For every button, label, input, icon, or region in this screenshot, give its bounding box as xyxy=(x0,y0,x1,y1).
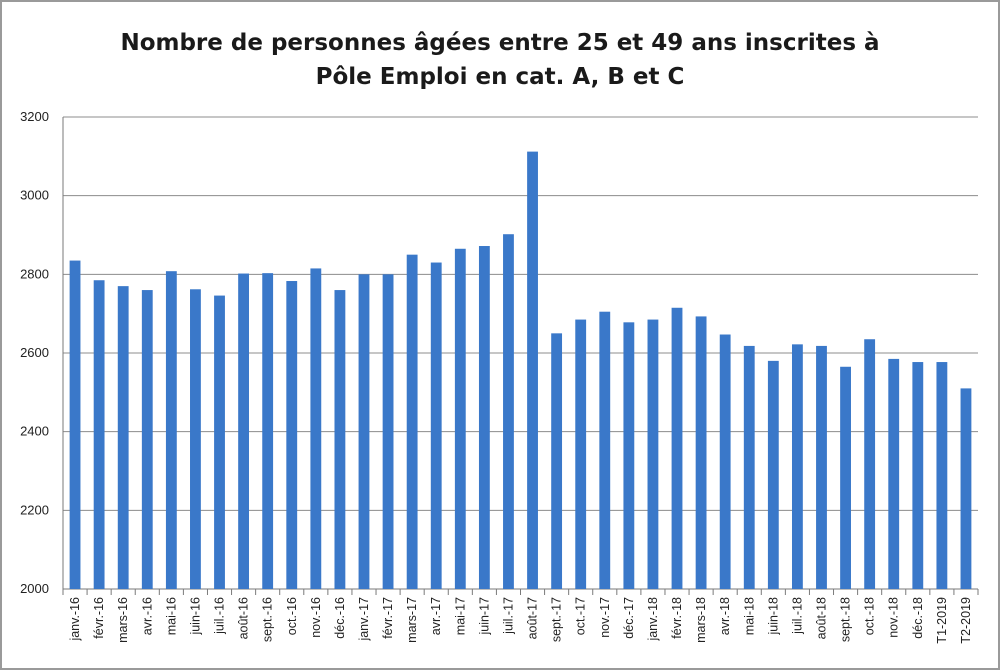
x-tick-label-33: oct.-18 xyxy=(863,597,877,635)
x-tick-label-6: juil.-16 xyxy=(213,597,227,635)
bar-16 xyxy=(454,248,466,589)
x-tick-label-23: déc.-17 xyxy=(622,597,636,639)
bar-26 xyxy=(695,316,707,589)
y-tick-label-2: 2400 xyxy=(20,424,49,439)
bar-36 xyxy=(936,362,948,589)
x-tick-label-17: juin-17 xyxy=(477,597,491,636)
bar-11 xyxy=(334,290,346,589)
x-tick-label-16: mai-17 xyxy=(453,597,467,635)
x-tick-label-24: janv.-18 xyxy=(646,597,660,642)
x-tick-label-37: T2-2019 xyxy=(959,597,973,644)
bar-20 xyxy=(551,333,563,589)
x-tick-label-14: mars-17 xyxy=(405,597,419,643)
x-tick-label-32: sept.-18 xyxy=(839,597,853,642)
x-tick-label-22: nov.-17 xyxy=(598,597,612,638)
bar-30 xyxy=(791,344,803,589)
x-tick-label-8: sept.-16 xyxy=(261,597,275,642)
y-tick-label-4: 2800 xyxy=(20,266,49,281)
bar-14 xyxy=(406,254,418,589)
bar-21 xyxy=(575,319,587,589)
bar-8 xyxy=(262,273,274,589)
x-tick-label-10: nov.-16 xyxy=(309,597,323,638)
x-tick-label-5: juin-16 xyxy=(188,597,202,636)
chart-title-line-1: Nombre de personnes âgées entre 25 et 49… xyxy=(120,30,880,56)
bar-4 xyxy=(165,271,177,589)
x-tick-label-36: T1-2019 xyxy=(935,597,949,644)
bar-13 xyxy=(382,274,394,589)
bar-2 xyxy=(117,286,129,589)
x-tick-label-12: janv.-17 xyxy=(357,597,371,642)
bar-19 xyxy=(527,151,538,589)
x-tick-label-35: déc.-18 xyxy=(911,597,925,639)
bar-9 xyxy=(286,281,298,589)
x-tick-label-2: mars-16 xyxy=(116,597,130,643)
bar-32 xyxy=(840,366,851,589)
bar-23 xyxy=(623,322,635,589)
y-tick-label-6: 3200 xyxy=(20,109,49,124)
bar-31 xyxy=(816,345,827,589)
x-tick-label-1: févr.-16 xyxy=(92,597,106,639)
x-tick-label-30: juil.-18 xyxy=(790,597,804,635)
bar-7 xyxy=(238,273,250,589)
chart-title: Nombre de personnes âgées entre 25 et 49… xyxy=(2,26,998,94)
bar-34 xyxy=(888,358,900,589)
x-tick-label-21: oct.-17 xyxy=(574,597,588,635)
x-tick-label-13: févr.-17 xyxy=(381,597,395,639)
y-tick-label-3: 2600 xyxy=(20,345,49,360)
x-tick-label-15: avr.-17 xyxy=(429,597,443,635)
x-tick-label-28: mai-18 xyxy=(742,597,756,635)
x-tick-label-34: nov.-18 xyxy=(887,597,901,638)
x-tick-label-18: juil.-17 xyxy=(501,597,515,635)
x-tick-label-3: avr.-16 xyxy=(140,597,154,635)
x-tick-label-4: mai-16 xyxy=(164,597,178,635)
bar-15 xyxy=(430,262,442,589)
y-tick-label-1: 2200 xyxy=(20,502,49,517)
x-tick-label-7: août-16 xyxy=(237,597,251,639)
bar-37 xyxy=(960,388,972,589)
bar-10 xyxy=(310,268,322,589)
bar-27 xyxy=(719,334,731,589)
bar-22 xyxy=(599,311,611,589)
x-tick-label-29: juin-18 xyxy=(766,597,780,636)
x-tick-label-0: janv.-16 xyxy=(68,597,82,642)
x-tick-label-11: déc.-16 xyxy=(333,597,347,639)
x-tick-label-25: févr.-18 xyxy=(670,597,684,639)
bar-28 xyxy=(743,345,755,589)
bar-33 xyxy=(864,339,876,589)
chart-title-line-2: Pôle Emploi en cat. A, B et C xyxy=(315,64,685,90)
bar-18 xyxy=(503,234,514,590)
x-tick-label-9: oct.-16 xyxy=(285,597,299,635)
bar-0 xyxy=(69,260,81,589)
bar-24 xyxy=(647,319,659,589)
y-tick-label-5: 3000 xyxy=(20,188,49,203)
bar-29 xyxy=(767,360,779,589)
x-tick-label-26: mars-18 xyxy=(694,597,708,643)
x-tick-label-20: sept.-17 xyxy=(550,597,564,642)
y-tick-label-0: 2000 xyxy=(20,581,49,596)
bar-35 xyxy=(912,362,924,589)
x-tick-label-31: août-18 xyxy=(814,597,828,639)
x-tick-label-19: août-17 xyxy=(526,597,540,639)
bar-12 xyxy=(358,274,370,589)
x-tick-label-27: avr.-18 xyxy=(718,597,732,635)
bar-25 xyxy=(671,307,683,589)
bar-6 xyxy=(214,295,225,589)
bar-5 xyxy=(190,289,201,589)
bar-3 xyxy=(141,290,153,589)
bar-1 xyxy=(93,280,105,589)
bar-17 xyxy=(478,246,490,589)
